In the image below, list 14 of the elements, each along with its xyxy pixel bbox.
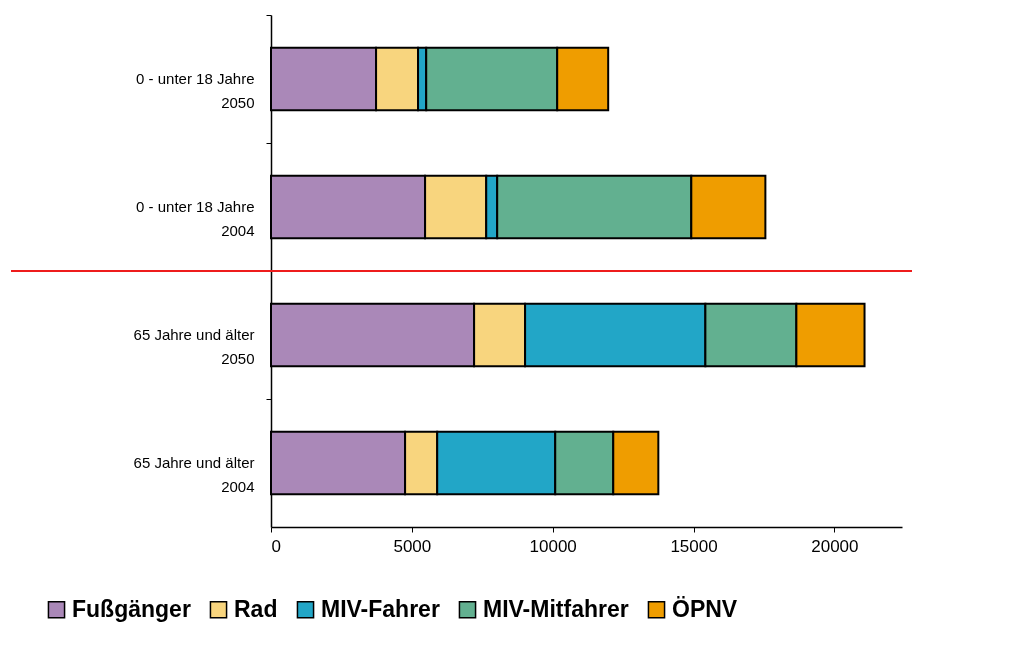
y-tick-label: 65 Jahre und älter 2004: [133, 454, 255, 495]
y-tick-label: 0 - unter 18 Jahre 2050: [136, 70, 255, 111]
legend-label: Fußgänger: [72, 595, 191, 622]
y-tick-label: 65 Jahre und älter 2050: [133, 326, 255, 367]
legend-label: Rad: [234, 595, 278, 622]
x-tick-label: 15000: [670, 536, 718, 556]
x-tick-label: 20000: [811, 536, 859, 556]
x-tick-label: 10000: [529, 536, 577, 556]
legend-label: MIV-Fahrer: [321, 595, 440, 622]
x-tick-label: 0: [271, 536, 281, 556]
y-tick-label: 0 - unter 18 Jahre 2004: [136, 198, 255, 239]
x-tick-label: 5000: [393, 536, 432, 556]
legend-label: ÖPNV: [672, 595, 738, 622]
legend-label: MIV-Mitfahrer: [483, 595, 629, 622]
